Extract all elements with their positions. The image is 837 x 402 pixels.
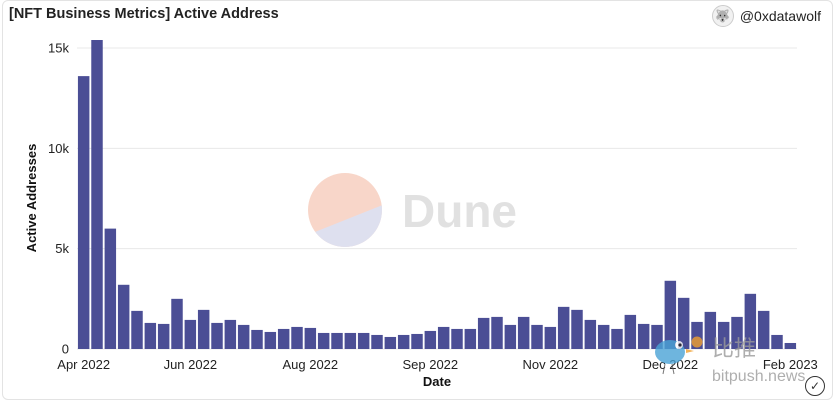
x-axis-title: Date <box>423 374 451 389</box>
bar[interactable] <box>251 329 263 349</box>
bar[interactable] <box>757 310 770 349</box>
bar[interactable] <box>157 323 170 349</box>
bar[interactable] <box>571 309 583 349</box>
bar[interactable] <box>224 319 237 349</box>
bar[interactable] <box>397 334 410 349</box>
bars <box>77 40 797 350</box>
bar[interactable] <box>464 328 477 349</box>
bar[interactable] <box>784 342 797 349</box>
bitpush-en-text: bitpush.news <box>712 368 805 385</box>
x-tick-label: Sep 2022 <box>402 357 458 372</box>
bar[interactable] <box>291 326 303 349</box>
bar[interactable] <box>637 323 650 349</box>
bar[interactable] <box>184 319 197 349</box>
bar[interactable] <box>171 298 183 349</box>
y-tick-label: 5k <box>55 241 69 256</box>
bar[interactable] <box>651 324 663 349</box>
bar[interactable] <box>424 330 437 349</box>
bar[interactable] <box>771 334 783 349</box>
x-tick-label: Aug 2022 <box>282 357 338 372</box>
bar[interactable] <box>584 319 597 349</box>
bar[interactable] <box>384 336 397 349</box>
x-tick-label: Dec 2022 <box>643 357 699 372</box>
bar[interactable] <box>211 322 223 349</box>
bar[interactable] <box>264 331 277 349</box>
bar[interactable] <box>371 334 383 349</box>
bar[interactable] <box>677 297 690 349</box>
bar[interactable] <box>277 328 290 349</box>
bar[interactable] <box>611 328 623 349</box>
bar[interactable] <box>344 332 357 349</box>
bar[interactable] <box>717 321 730 349</box>
bar[interactable] <box>317 332 330 349</box>
x-axis-ticks: Apr 2022 Jun 2022 Aug 2022 Sep 2022 Nov 2022… <box>57 357 818 372</box>
bar[interactable] <box>731 316 743 349</box>
y-tick-label: 15k <box>48 41 69 56</box>
bar[interactable] <box>357 332 370 349</box>
bar[interactable] <box>104 228 117 349</box>
bar[interactable] <box>237 324 250 349</box>
bitpush-cn-text: 比推 <box>712 336 756 361</box>
bar[interactable] <box>664 280 677 349</box>
bar[interactable] <box>91 40 103 349</box>
y-tick-label: 0 <box>62 342 69 357</box>
bar[interactable] <box>131 310 143 349</box>
bar[interactable] <box>77 76 90 350</box>
bar[interactable] <box>144 322 157 349</box>
bitpush-watermark: 比推 bitpush.news <box>655 336 805 385</box>
bar[interactable] <box>117 284 130 349</box>
bar[interactable] <box>531 324 543 349</box>
bar[interactable] <box>624 314 637 349</box>
bar[interactable] <box>411 333 423 349</box>
x-tick-label: Nov 2022 <box>523 357 579 372</box>
bar[interactable] <box>744 293 757 349</box>
wolf-avatar-icon: 🐺 <box>711 5 734 27</box>
verified-check-icon[interactable]: ✓ <box>805 376 825 396</box>
x-tick-label: Feb 2023 <box>763 357 818 372</box>
bar[interactable] <box>597 324 610 349</box>
x-tick-label: Apr 2022 <box>57 357 110 372</box>
author-name: @0xdatawolf <box>739 8 821 24</box>
bar[interactable] <box>451 328 463 349</box>
bar[interactable] <box>557 306 570 349</box>
chart-title: [NFT Business Metrics] Active Address <box>9 6 279 22</box>
bird-logo-icon <box>655 336 703 375</box>
x-tick-label: Jun 2022 <box>164 357 218 372</box>
y-axis-ticks: 0 5k 10k 15k <box>48 41 69 357</box>
bar[interactable] <box>517 316 530 349</box>
bar[interactable] <box>704 311 717 349</box>
bar[interactable] <box>491 316 503 349</box>
dune-watermark-text: Dune <box>402 185 517 237</box>
bar[interactable] <box>544 326 557 349</box>
author-badge[interactable]: 🐺 @0xdatawolf <box>711 5 821 27</box>
bar[interactable] <box>477 317 490 349</box>
bar[interactable] <box>331 332 343 349</box>
bar[interactable] <box>437 326 450 349</box>
bar[interactable] <box>504 324 517 349</box>
y-tick-label: 10k <box>48 141 69 156</box>
bar[interactable] <box>691 321 703 349</box>
dune-watermark: Dune <box>308 173 517 247</box>
bar[interactable] <box>304 327 317 349</box>
bar[interactable] <box>197 309 210 349</box>
y-axis-title: Active Addresses <box>24 144 39 253</box>
